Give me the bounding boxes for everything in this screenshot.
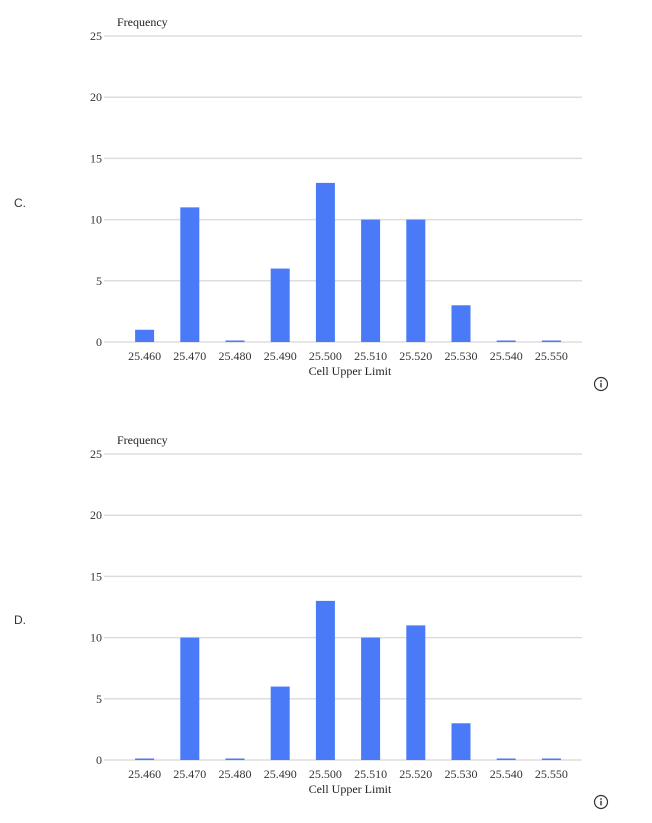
x-axis-title: Cell Upper Limit <box>309 782 392 796</box>
x-tick-label: 25.550 <box>535 767 568 781</box>
bar <box>225 758 245 760</box>
histogram-chart-c: Frequency 0 5 10 15 20 25 25.460 25.470 25.480 25.… <box>0 0 652 400</box>
x-tick-label: 25.470 <box>173 767 206 781</box>
y-tick-label: 20 <box>90 508 102 522</box>
bar <box>496 758 516 760</box>
y-axis-title: Frequency <box>117 15 168 29</box>
y-tick-label: 25 <box>90 29 102 43</box>
y-tick-label: 10 <box>90 631 102 645</box>
x-tick-label: 25.460 <box>128 767 161 781</box>
x-tick-label: 25.490 <box>264 767 297 781</box>
x-tick-label: 25.540 <box>490 767 523 781</box>
y-tick-label: 0 <box>96 753 102 767</box>
x-tick-label: 25.520 <box>399 349 432 363</box>
bar <box>451 723 471 760</box>
bar <box>315 600 335 760</box>
bar <box>270 268 290 342</box>
info-icon[interactable] <box>593 794 609 810</box>
option-label-d: D. <box>14 613 26 627</box>
y-tick-label: 10 <box>90 213 102 227</box>
bar <box>451 305 471 342</box>
chart-svg-d: Frequency 0 5 10 15 20 25 25.460 25.470 25.480 25.… <box>90 433 582 796</box>
bar <box>270 686 290 760</box>
bar <box>135 758 155 760</box>
bar <box>541 758 561 760</box>
y-tick-label: 25 <box>90 447 102 461</box>
option-label-c: C. <box>14 196 26 210</box>
x-tick-label: 25.470 <box>173 349 206 363</box>
histogram-chart-d: Frequency 0 5 10 15 20 25 25.460 25.470 25.480 25.… <box>0 418 652 818</box>
x-tick-label: 25.540 <box>490 349 523 363</box>
bar <box>361 637 381 760</box>
bar <box>541 340 561 342</box>
x-tick-label: 25.510 <box>354 767 387 781</box>
y-tick-label: 0 <box>96 335 102 349</box>
y-axis-title: Frequency <box>117 433 168 447</box>
x-axis-title: Cell Upper Limit <box>309 364 392 378</box>
bar <box>225 340 245 342</box>
x-tick-label: 25.510 <box>354 349 387 363</box>
chart-svg-c: Frequency 0 5 10 15 20 25 25.460 25.470 25.480 25.… <box>90 15 582 378</box>
info-icon[interactable] <box>593 376 609 392</box>
y-tick-label: 20 <box>90 90 102 104</box>
bar <box>496 340 516 342</box>
x-tick-label: 25.480 <box>219 767 252 781</box>
y-tick-label: 15 <box>90 151 102 165</box>
bar <box>180 207 200 342</box>
bar <box>361 219 381 342</box>
bar <box>135 329 155 342</box>
x-tick-label: 25.490 <box>264 349 297 363</box>
y-tick-label: 5 <box>96 692 102 706</box>
x-tick-label: 25.480 <box>219 349 252 363</box>
bar <box>315 182 335 342</box>
x-tick-label: 25.500 <box>309 767 342 781</box>
x-tick-label: 25.460 <box>128 349 161 363</box>
x-tick-label: 25.530 <box>445 767 478 781</box>
bar <box>180 637 200 760</box>
x-tick-label: 25.500 <box>309 349 342 363</box>
y-tick-label: 15 <box>90 569 102 583</box>
bar <box>406 625 426 760</box>
bar <box>406 219 426 342</box>
x-tick-label: 25.550 <box>535 349 568 363</box>
x-tick-label: 25.520 <box>399 767 432 781</box>
x-tick-label: 25.530 <box>445 349 478 363</box>
y-tick-label: 5 <box>96 274 102 288</box>
